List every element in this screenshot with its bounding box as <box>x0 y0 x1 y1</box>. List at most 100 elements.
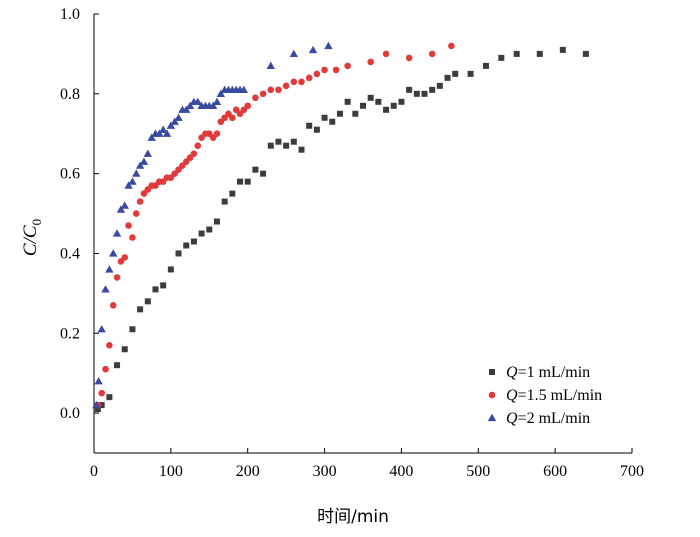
data-point <box>106 341 113 349</box>
data-point <box>352 110 359 117</box>
data-point <box>120 201 129 209</box>
data-point <box>113 274 121 281</box>
data-point <box>109 249 118 257</box>
y-axis-title: C/C0 <box>20 219 44 256</box>
series-2 <box>94 42 455 409</box>
data-point <box>116 205 126 213</box>
data-point <box>428 50 436 58</box>
data-point <box>360 102 366 109</box>
ticks-layer: 0 100 200 300 400 500 600 700 0.0 0.2 0.4 0.6 0.8 1.0 <box>60 6 644 480</box>
data-point <box>139 157 149 165</box>
data-point <box>129 326 136 333</box>
y-tick-label: 0.2 <box>60 325 80 342</box>
data-point <box>324 41 333 50</box>
data-point <box>375 98 382 105</box>
data-point <box>106 394 113 401</box>
data-point <box>155 129 164 137</box>
data-point <box>239 85 249 93</box>
x-tick-label: 0 <box>90 463 98 480</box>
data-point <box>158 125 168 133</box>
x-tick-label: 600 <box>543 463 567 480</box>
data-point <box>183 242 190 249</box>
y-tick-label: 0.0 <box>60 405 80 422</box>
data-point <box>193 97 202 105</box>
data-point <box>383 106 390 113</box>
data-point <box>306 122 313 129</box>
data-point <box>237 178 244 185</box>
data-point <box>147 133 156 141</box>
data-point <box>332 66 340 74</box>
data-point <box>101 285 110 293</box>
data-point <box>175 250 182 257</box>
data-point <box>190 150 198 157</box>
y-axis-title-divider: / <box>20 236 41 244</box>
data-point <box>198 230 205 237</box>
data-point <box>212 97 222 105</box>
data-point <box>513 50 520 57</box>
data-point <box>313 70 321 78</box>
data-point <box>290 138 297 145</box>
data-point <box>582 50 589 57</box>
data-point <box>132 169 141 177</box>
data-point <box>135 161 145 169</box>
data-point <box>98 402 105 409</box>
y-axis-title-subscript: 0 <box>29 219 44 226</box>
legend-label-italic: Q <box>506 410 518 427</box>
data-point <box>444 74 451 81</box>
data-point <box>413 90 420 97</box>
data-point <box>190 238 197 245</box>
data-point <box>298 146 305 153</box>
data-point <box>344 98 351 105</box>
data-point <box>162 129 172 137</box>
legend-label-rest: =2 mL/min <box>518 410 591 427</box>
data-point <box>321 114 328 121</box>
legend-label-2: Q=1.5 mL/min <box>506 387 602 404</box>
data-point <box>132 210 140 217</box>
data-point <box>244 102 252 110</box>
data-point <box>429 86 436 93</box>
data-point <box>321 66 328 74</box>
data-point <box>367 94 374 101</box>
data-point <box>109 302 117 309</box>
data-point <box>229 190 236 197</box>
data-point <box>329 118 336 125</box>
data-point <box>252 166 259 173</box>
series-1 <box>94 46 589 413</box>
points-layer <box>92 41 589 413</box>
data-point <box>244 178 251 185</box>
data-point <box>452 70 459 77</box>
x-tick-label: 500 <box>466 463 490 480</box>
data-point <box>406 86 413 93</box>
data-point <box>267 142 274 149</box>
data-point <box>275 138 282 145</box>
data-point <box>298 78 305 86</box>
x-tick-label: 300 <box>313 463 337 480</box>
data-point <box>208 101 218 109</box>
data-point <box>282 82 290 90</box>
data-point <box>216 89 226 97</box>
data-point <box>182 105 191 113</box>
data-point <box>398 98 405 105</box>
data-point <box>448 42 455 50</box>
data-point <box>213 218 220 225</box>
data-point <box>94 376 103 385</box>
data-point <box>213 130 221 138</box>
data-point <box>275 86 282 94</box>
y-axis-title-c: C <box>20 225 41 238</box>
data-point <box>206 226 213 233</box>
data-point <box>112 229 122 237</box>
data-point <box>144 298 151 305</box>
data-point <box>143 149 152 157</box>
data-point <box>267 86 275 94</box>
data-point <box>152 286 159 293</box>
data-point <box>98 389 105 397</box>
data-point <box>136 198 144 205</box>
data-point <box>260 170 267 177</box>
data-point <box>382 50 390 58</box>
data-point <box>125 222 132 229</box>
data-point <box>185 101 195 109</box>
legend-label-italic: Q <box>506 387 518 404</box>
data-point <box>102 365 109 373</box>
data-point <box>536 50 543 57</box>
